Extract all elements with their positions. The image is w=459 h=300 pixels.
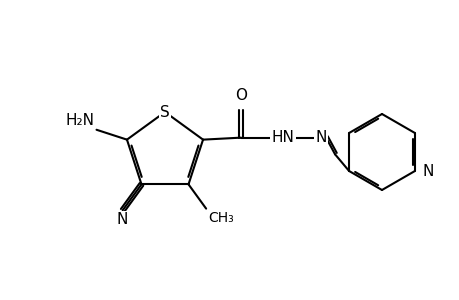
- Text: N: N: [422, 164, 433, 178]
- Text: O: O: [235, 88, 246, 103]
- Text: HN: HN: [271, 130, 294, 145]
- Text: H₂N: H₂N: [65, 113, 94, 128]
- Text: N: N: [315, 130, 326, 145]
- Text: N: N: [117, 212, 128, 227]
- Text: CH₃: CH₃: [207, 211, 233, 225]
- Text: S: S: [160, 104, 169, 119]
